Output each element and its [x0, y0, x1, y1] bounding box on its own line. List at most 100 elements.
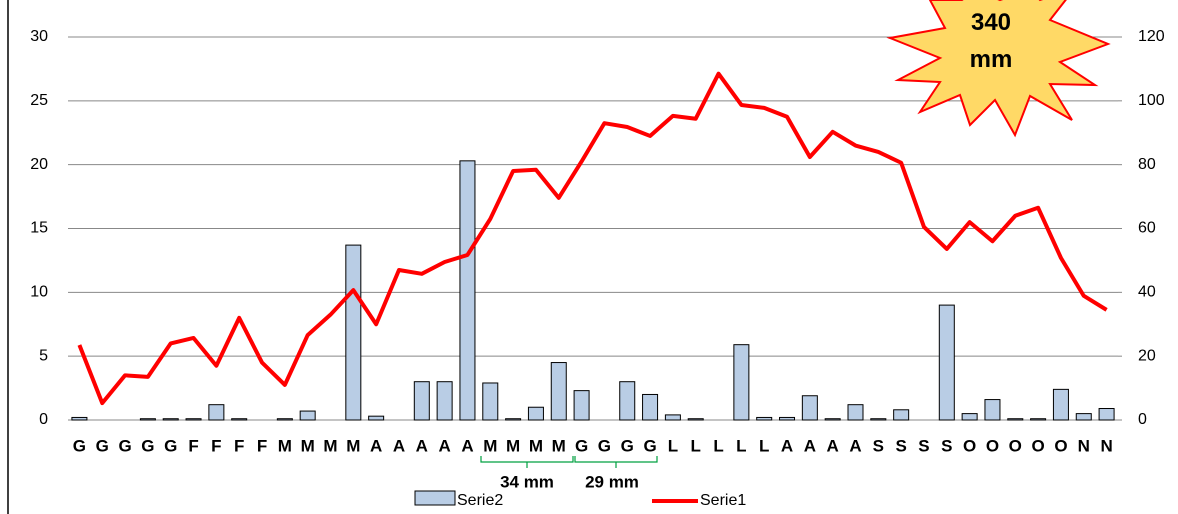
bar	[688, 419, 703, 420]
x-tick-label: O	[1031, 436, 1044, 455]
starburst-label: 340 mm	[956, 4, 1026, 78]
x-tick-label: N	[1100, 436, 1112, 455]
y-tick-label: 20	[30, 156, 48, 173]
y-tick-label: 25	[30, 92, 48, 109]
x-tick-label: S	[895, 436, 906, 455]
x-tick-label: M	[323, 436, 337, 455]
annotation: 34 mm	[500, 472, 554, 491]
x-tick-label: A	[781, 436, 793, 455]
bar	[277, 419, 292, 420]
x-tick-label: O	[986, 436, 999, 455]
x-tick-label: A	[393, 436, 405, 455]
x-tick-label: F	[211, 436, 221, 455]
bar	[757, 417, 772, 420]
y-tick-label: 0	[39, 411, 48, 428]
x-tick-label: L	[736, 436, 746, 455]
bar	[643, 394, 658, 420]
chart-page: 051015202530020406080100120GGGGGFFFFMMMM…	[0, 0, 1178, 514]
y2-tick-label: 120	[1138, 28, 1165, 45]
x-tick-label: G	[621, 436, 634, 455]
x-tick-label: O	[963, 436, 976, 455]
bar	[460, 161, 475, 420]
bar	[346, 245, 361, 420]
x-tick-label: F	[188, 436, 198, 455]
bar	[1008, 419, 1023, 420]
x-tick-label: G	[643, 436, 656, 455]
x-tick-label: O	[1054, 436, 1067, 455]
y2-tick-label: 40	[1138, 284, 1156, 301]
legend: Serie2 Serie1	[415, 491, 746, 509]
x-tick-label: L	[759, 436, 769, 455]
bar	[1076, 414, 1091, 420]
x-tick-label: A	[849, 436, 861, 455]
x-tick-label: G	[164, 436, 177, 455]
y2-tick-label: 100	[1138, 92, 1165, 109]
x-tick-label: A	[461, 436, 473, 455]
bar	[209, 405, 224, 420]
bar	[140, 419, 155, 420]
bar	[483, 383, 498, 420]
bar	[825, 419, 840, 420]
bar	[780, 417, 795, 420]
x-tick-label: O	[1009, 436, 1022, 455]
bar	[163, 419, 178, 420]
x-tick-label: G	[598, 436, 611, 455]
bracket	[575, 456, 657, 462]
x-tick-label: M	[301, 436, 315, 455]
x-tick-label: M	[529, 436, 543, 455]
legend-label: Serie1	[700, 492, 746, 509]
bar	[186, 419, 201, 420]
x-tick-label: M	[552, 436, 566, 455]
marks	[72, 74, 1114, 420]
y-tick-label: 30	[30, 28, 48, 45]
bar	[985, 400, 1000, 420]
x-tick-label: F	[234, 436, 244, 455]
bar	[437, 382, 452, 420]
bar	[1053, 389, 1068, 420]
x-tick-label: G	[73, 436, 86, 455]
bar	[871, 419, 886, 420]
bar	[802, 396, 817, 420]
x-tick-label: A	[370, 436, 382, 455]
x-tick-label: G	[96, 436, 109, 455]
bar	[1099, 409, 1114, 420]
x-tick-label: L	[668, 436, 678, 455]
x-tick-label: S	[873, 436, 884, 455]
x-tick-label: G	[141, 436, 154, 455]
bar	[369, 416, 384, 420]
bar	[620, 382, 635, 420]
bar	[665, 415, 680, 420]
bar	[414, 382, 429, 420]
bar	[528, 407, 543, 420]
y2-tick-label: 60	[1138, 220, 1156, 237]
x-tick-label: A	[827, 436, 839, 455]
bar	[962, 414, 977, 420]
legend-swatch	[415, 491, 455, 505]
bar	[848, 405, 863, 420]
x-tick-label: M	[346, 436, 360, 455]
x-tick-label: A	[438, 436, 450, 455]
x-tick-label: G	[118, 436, 131, 455]
x-tick-label: A	[804, 436, 816, 455]
bracket	[481, 456, 573, 462]
x-tick-label: F	[257, 436, 267, 455]
legend-label: Serie2	[457, 492, 503, 509]
x-tick-label: L	[713, 436, 723, 455]
bar	[1031, 419, 1046, 420]
x-tick-label: L	[691, 436, 701, 455]
x-tick-label: N	[1078, 436, 1090, 455]
x-tick-label: A	[416, 436, 428, 455]
x-tick-label: M	[278, 436, 292, 455]
x-tick-label: S	[918, 436, 929, 455]
bar	[300, 411, 315, 420]
y-tick-label: 10	[30, 284, 48, 301]
y-tick-label: 15	[30, 220, 48, 237]
x-tick-label: M	[506, 436, 520, 455]
y2-tick-label: 0	[1138, 411, 1147, 428]
bar	[551, 363, 566, 420]
annotation: 29 mm	[585, 472, 639, 491]
bar	[734, 345, 749, 420]
y-tick-label: 5	[39, 347, 48, 364]
bar	[72, 417, 87, 420]
x-tick-label: M	[483, 436, 497, 455]
